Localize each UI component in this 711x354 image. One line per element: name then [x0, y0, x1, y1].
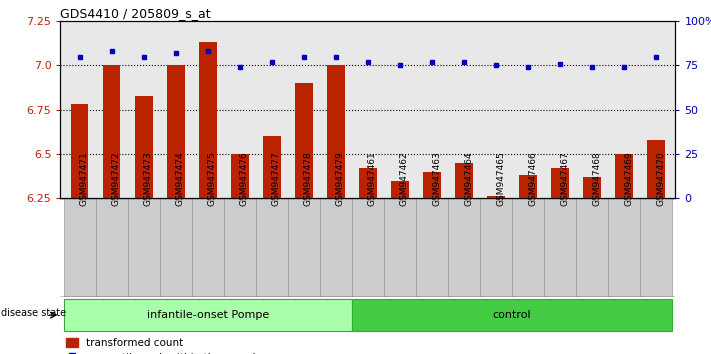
Text: GSM947468: GSM947468 — [592, 152, 602, 206]
Bar — [608, 198, 640, 297]
Text: GSM947478: GSM947478 — [304, 152, 313, 206]
Bar — [231, 154, 249, 198]
Bar — [96, 198, 128, 297]
Text: GSM947467: GSM947467 — [560, 152, 569, 206]
Bar — [128, 198, 160, 297]
Bar — [64, 198, 96, 297]
Bar — [327, 65, 345, 198]
Bar — [576, 198, 608, 297]
Bar — [583, 177, 601, 198]
Bar — [384, 198, 416, 297]
Bar — [64, 299, 352, 331]
Bar — [416, 198, 448, 297]
Bar — [160, 198, 192, 297]
Text: infantile-onset Pompe: infantile-onset Pompe — [146, 310, 269, 320]
Text: GSM947475: GSM947475 — [208, 152, 217, 206]
Text: control: control — [493, 310, 531, 320]
Bar — [288, 198, 320, 297]
Text: GSM947461: GSM947461 — [368, 152, 377, 206]
Text: GSM947474: GSM947474 — [176, 152, 185, 206]
Bar — [103, 65, 120, 198]
Bar — [352, 299, 672, 331]
Bar — [423, 172, 441, 198]
Legend: transformed count, percentile rank within the sample: transformed count, percentile rank withi… — [65, 338, 262, 354]
Text: GSM947462: GSM947462 — [400, 152, 409, 206]
Bar — [616, 154, 633, 198]
Bar — [544, 198, 576, 297]
Text: GSM947470: GSM947470 — [656, 152, 665, 206]
Bar — [224, 198, 256, 297]
Bar — [359, 168, 377, 198]
Text: GSM947469: GSM947469 — [624, 152, 634, 206]
Bar — [640, 198, 672, 297]
Bar — [192, 198, 224, 297]
Bar — [263, 136, 281, 198]
Bar — [352, 198, 384, 297]
Text: disease state: disease state — [1, 308, 66, 318]
Bar — [295, 83, 313, 198]
Text: GDS4410 / 205809_s_at: GDS4410 / 205809_s_at — [60, 7, 211, 20]
Bar — [480, 198, 512, 297]
Text: GSM947465: GSM947465 — [496, 152, 505, 206]
Text: GSM947466: GSM947466 — [528, 152, 537, 206]
Text: GSM947479: GSM947479 — [336, 152, 345, 206]
Bar — [519, 175, 537, 198]
Text: GSM947472: GSM947472 — [112, 152, 121, 206]
Text: GSM947471: GSM947471 — [80, 152, 89, 206]
Bar — [551, 168, 569, 198]
Bar — [512, 198, 544, 297]
Bar — [487, 196, 505, 198]
Bar — [199, 42, 217, 198]
Bar — [320, 198, 352, 297]
Bar — [256, 198, 288, 297]
Text: GSM947464: GSM947464 — [464, 152, 473, 206]
Text: GSM947477: GSM947477 — [272, 152, 281, 206]
Bar — [391, 181, 409, 198]
Text: GSM947476: GSM947476 — [240, 152, 249, 206]
Bar — [455, 163, 473, 198]
Bar — [648, 140, 665, 198]
Bar — [135, 96, 153, 198]
Text: GSM947463: GSM947463 — [432, 152, 441, 206]
Bar — [71, 104, 88, 198]
Bar — [448, 198, 480, 297]
Text: GSM947473: GSM947473 — [144, 152, 153, 206]
Bar — [167, 65, 185, 198]
